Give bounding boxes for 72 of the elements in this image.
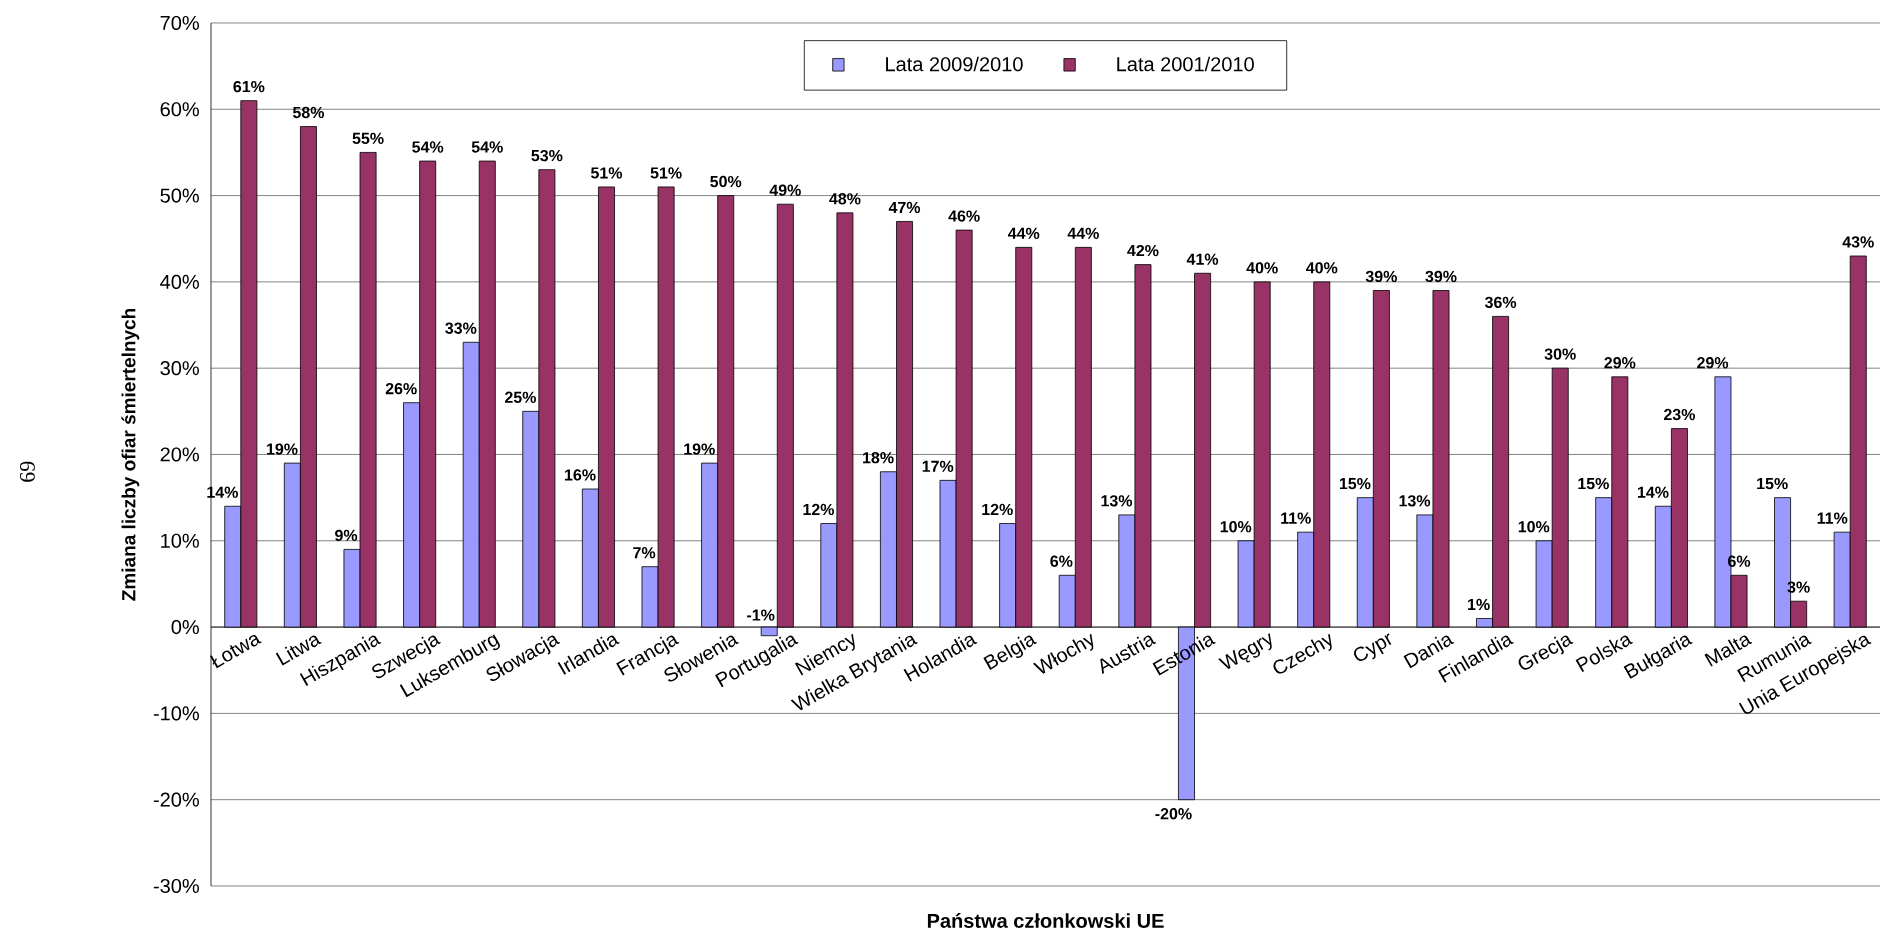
data-label: 39% <box>1365 270 1397 283</box>
y-tick-label: 20% <box>160 447 199 462</box>
data-label: 36% <box>1484 296 1517 309</box>
data-label: 15% <box>1339 477 1371 490</box>
data-label: 49% <box>769 184 801 196</box>
data-label: 12% <box>982 503 1013 516</box>
text: 69 <box>20 461 35 482</box>
data-label: 43% <box>1842 236 1874 248</box>
data-label: 7% <box>633 547 656 559</box>
x-axis-title: Państwa członkowski UE <box>927 913 1164 928</box>
y-tick-label: -30% <box>153 878 199 894</box>
data-label: 17% <box>922 460 954 472</box>
data-label: 9% <box>335 529 358 542</box>
legend-label: Lata 2001/2010 <box>1117 56 1254 72</box>
data-label: 47% <box>888 201 921 214</box>
data-label: 12% <box>803 503 835 516</box>
data-label: 29% <box>1604 357 1636 369</box>
data-label: 15% <box>1578 477 1609 490</box>
data-label: 50% <box>710 175 742 188</box>
data-label: 54% <box>471 141 503 153</box>
data-label: 44% <box>1007 227 1040 239</box>
data-label: 55% <box>352 132 384 145</box>
x-tick-label: Cypr <box>1354 633 1392 661</box>
data-label: 48% <box>829 193 861 205</box>
data-label: 40% <box>1246 262 1278 274</box>
y-tick-label: 40% <box>160 274 199 289</box>
data-label: 40% <box>1306 262 1338 274</box>
data-label: 44% <box>1067 227 1099 239</box>
data-label: 51% <box>590 167 623 179</box>
data-label: 11% <box>1817 512 1848 524</box>
data-label: -20% <box>1155 808 1192 820</box>
data-label: 13% <box>1399 495 1431 507</box>
data-label: 19% <box>266 443 298 455</box>
y-tick-label: 70% <box>160 15 199 31</box>
data-label: 26% <box>385 382 417 395</box>
y-tick-label: 30% <box>160 361 199 376</box>
data-label: 30% <box>1544 348 1576 360</box>
data-label: 10% <box>1518 521 1550 533</box>
data-label: 23% <box>1663 408 1696 421</box>
data-label: 14% <box>1637 486 1669 498</box>
y-tick-label: 50% <box>160 188 199 203</box>
data-label: -1% <box>747 609 775 621</box>
legend-label: Lata 2009/2010 <box>886 56 1023 72</box>
data-label: 29% <box>1697 357 1729 369</box>
data-label: 58% <box>292 106 325 119</box>
y-axis-title: Zmiana liczby ofiar śmiertelnych <box>121 308 140 601</box>
data-label: 11% <box>1281 512 1311 524</box>
data-label: 39% <box>1425 270 1457 283</box>
data-label: 41% <box>1186 253 1219 265</box>
y-tick-label: 60% <box>160 102 199 117</box>
data-label: 61% <box>233 80 265 93</box>
data-label: 42% <box>1127 244 1159 257</box>
data-label: 18% <box>863 452 894 464</box>
x-tick-label: Łotwa <box>210 634 262 669</box>
data-label: 16% <box>565 469 596 481</box>
data-label: 15% <box>1757 477 1788 490</box>
y-tick-label: 10% <box>161 533 199 548</box>
y-tick-label: -20% <box>153 792 199 807</box>
y-tick-label: 0% <box>171 620 199 635</box>
data-label: 1% <box>1468 598 1490 611</box>
data-label: 51% <box>650 167 682 179</box>
data-label: 14% <box>207 486 238 498</box>
data-label: 54% <box>412 141 444 153</box>
data-label: 25% <box>504 391 537 403</box>
data-label: 46% <box>948 210 980 222</box>
data-label: 53% <box>531 149 563 162</box>
data-label: 33% <box>445 322 477 334</box>
data-label: 19% <box>684 443 715 455</box>
y-tick-label: -10% <box>153 706 199 721</box>
data-label: 10% <box>1220 521 1252 533</box>
data-label: 6% <box>1050 555 1073 567</box>
data-label: 13% <box>1101 495 1133 507</box>
